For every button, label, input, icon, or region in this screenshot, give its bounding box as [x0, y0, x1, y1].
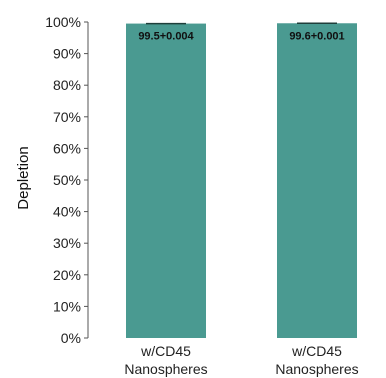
y-tick-label: 90%: [53, 46, 81, 62]
x-axis-labels: w/CD45 Nanospheres w/CD45 Nanospheres: [124, 343, 358, 377]
data-label: 99.5+0.004: [138, 31, 194, 43]
x-category-label: w/CD45 Nanospheres: [275, 343, 358, 377]
y-tick-label: 20%: [53, 267, 81, 283]
y-tick-label: 50%: [53, 172, 81, 188]
bar: [126, 23, 206, 339]
y-tick-label: 40%: [53, 204, 81, 220]
y-axis-title: Depletion: [15, 146, 32, 209]
bars: 99.5+0.004 99.6+0.001: [126, 22, 357, 339]
y-tick-label: 30%: [53, 235, 81, 251]
y-tick-label: 70%: [53, 109, 81, 125]
y-tick-label: 80%: [53, 77, 81, 93]
y-axis: 0% 10% 20% 30% 40% 50% 60% 70% 80% 90% 100%: [45, 14, 89, 346]
y-tick-label: 0%: [61, 330, 81, 346]
y-tick-label: 60%: [53, 140, 81, 156]
bar: [277, 23, 357, 338]
x-category-label: w/CD45 Nanospheres: [124, 343, 207, 377]
y-tick-label: 100%: [45, 14, 81, 30]
y-tick-label: 10%: [53, 298, 81, 314]
data-label: 99.6+0.001: [289, 30, 344, 42]
